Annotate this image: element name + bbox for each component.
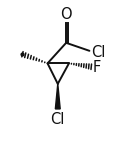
Polygon shape [55,84,60,109]
Text: O: O [60,7,72,22]
Text: F: F [93,60,101,75]
Text: Cl: Cl [91,45,105,60]
Text: Cl: Cl [51,112,65,127]
